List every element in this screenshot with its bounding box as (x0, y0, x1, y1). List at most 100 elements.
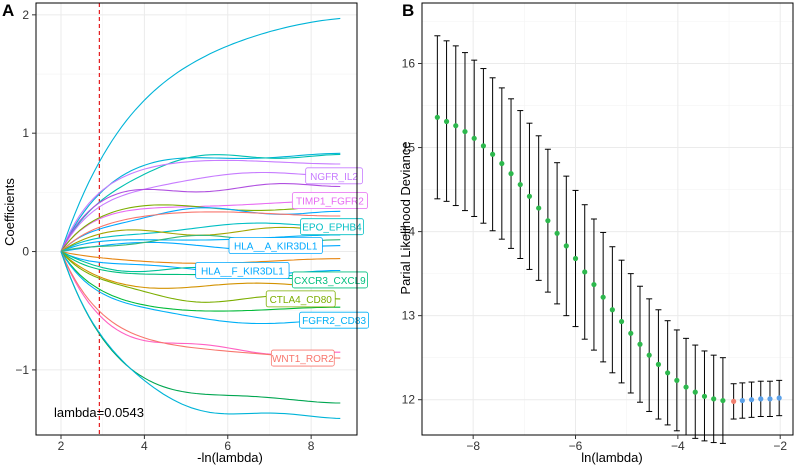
deviance-point (758, 396, 764, 402)
path-label-text: EPO_EPHB4 (302, 223, 362, 234)
x-tick-label: −6 (569, 439, 583, 453)
path-label-box (195, 262, 290, 279)
deviance-point (517, 181, 523, 188)
path-label: TIMP1_FGFR2 (291, 192, 368, 210)
coefficient-path (60, 207, 341, 252)
y-tick-label: 14 (402, 225, 416, 239)
panel-a-coefficient-paths (60, 17, 341, 419)
path-label-box (228, 237, 323, 255)
path-label: HLA__F_KIR3DL1 (195, 262, 290, 279)
path-label: CXCR3_CXCL9 (291, 271, 368, 289)
deviance-point (767, 396, 773, 402)
x-tick-label: 2 (58, 439, 65, 453)
panel-b-cross-validation-plot: B −8 −6 −4 −2 12 13 14 15 16 ln(lambda) Parial L… (398, 1, 794, 465)
panel-b-axes: −8 −6 −4 −2 12 13 14 15 16 (402, 2, 794, 453)
deviance-point (471, 135, 477, 141)
panel-b-frame (421, 2, 794, 436)
deviance-point (731, 398, 737, 404)
y-tick-label: 1 (22, 126, 29, 140)
deviance-point (646, 352, 652, 358)
coefficient-path (60, 251, 341, 312)
x-tick-label: −4 (671, 439, 685, 453)
deviance-point (499, 160, 505, 167)
deviance-point (739, 397, 745, 404)
deviance-point (748, 397, 755, 403)
deviance-point (776, 395, 782, 401)
deviance-point (637, 341, 643, 347)
panel-a-label: A (2, 1, 14, 20)
deviance-point (720, 397, 726, 404)
path-label: EPO_EPHB4 (300, 218, 364, 236)
panel-b-y-axis-title: Parial Likelihood Deviance (398, 141, 413, 294)
deviance-point (462, 128, 468, 135)
deviance-point (563, 243, 569, 249)
path-label: NGFR_IL2 (305, 167, 363, 185)
deviance-point (711, 396, 717, 402)
x-tick-label: −8 (466, 439, 480, 453)
panel-a-lasso-coefficient-plot: A NGFR_IL2 TIMP1_FGFR2 EPO_EPHB4 HLA__A_KIR… (2, 1, 369, 465)
path-label-box (299, 311, 369, 329)
deviance-point (480, 143, 487, 149)
y-tick-label: 0 (22, 245, 29, 259)
path-label-text: WNT1_ROR2 (272, 354, 334, 365)
path-label-text: FGFR2_CD83 (302, 316, 366, 327)
deviance-point (591, 281, 597, 288)
panel-b-error-bars (434, 35, 783, 444)
path-label-box (291, 192, 368, 210)
x-tick-label: 4 (141, 439, 148, 453)
panel-a-frame (35, 2, 358, 436)
path-label-box (291, 271, 368, 289)
path-label-text: HLA__F_KIR3DL1 (201, 266, 284, 277)
deviance-point (692, 389, 698, 395)
path-label-box (265, 290, 336, 308)
deviance-point (609, 307, 615, 313)
deviance-point (600, 294, 606, 300)
path-label: HLA__A_KIR3DL1 (228, 237, 323, 255)
path-label-box (300, 218, 364, 236)
deviance-point (554, 230, 560, 236)
deviance-point (434, 114, 440, 120)
lambda-annotation: lambda=0.0543 (54, 405, 144, 420)
coefficient-path (60, 251, 341, 325)
coefficient-path (60, 222, 341, 252)
path-label-box (270, 349, 335, 367)
deviance-point (545, 218, 551, 224)
x-tick-label: 8 (308, 439, 315, 453)
panel-a-y-axis-title: Coefficients (2, 178, 17, 246)
coefficient-path (60, 159, 341, 252)
y-tick-label: 2 (22, 8, 29, 22)
deviance-point (582, 269, 588, 275)
coefficient-path (60, 183, 341, 252)
y-tick-label: 13 (402, 309, 416, 323)
path-label-text: TIMP1_FGFR2 (296, 197, 364, 208)
deviance-point (701, 393, 708, 399)
coefficient-path (60, 211, 341, 252)
panel-b-label: B (402, 1, 414, 20)
y-tick-label: 16 (402, 57, 416, 71)
panel-b-gridlines (421, 3, 793, 435)
y-tick-label: −1 (15, 363, 29, 377)
coefficient-path (60, 251, 341, 404)
coefficient-path (60, 17, 341, 252)
path-label-box (305, 167, 363, 185)
coefficient-path (60, 234, 341, 253)
path-label: CTLA4_CD80 (265, 290, 336, 308)
panel-b-x-axis-title: ln(lambda) (581, 450, 642, 465)
path-label-text: NGFR_IL2 (310, 172, 358, 183)
deviance-point (683, 384, 689, 390)
coefficient-path (60, 251, 341, 419)
panel-a-x-axis-title: -ln(lambda) (197, 450, 263, 465)
panel-b-deviance-points (434, 114, 782, 404)
coefficient-path (60, 171, 341, 252)
panel-a-path-labels: NGFR_IL2 TIMP1_FGFR2 EPO_EPHB4 HLA__A_KIR3D… (195, 167, 369, 367)
coefficient-path (60, 153, 341, 252)
path-label-text: CXCR3_CXCL9 (294, 276, 366, 287)
deviance-point (508, 171, 514, 177)
path-label-text: HLA__A_KIR3DL1 (234, 242, 318, 253)
deviance-point (572, 255, 579, 262)
y-tick-label: 15 (402, 141, 416, 155)
deviance-point (536, 205, 542, 211)
deviance-point (618, 318, 625, 325)
deviance-point (490, 151, 496, 157)
